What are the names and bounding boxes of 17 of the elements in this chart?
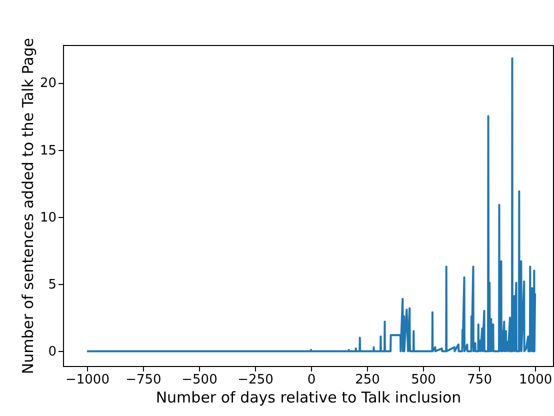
x-tick-label: 250 — [355, 372, 380, 388]
y-tick-label: 15 — [40, 143, 56, 158]
line-series — [86, 57, 536, 352]
y-tick-label: 10 — [40, 210, 56, 226]
y-tick-label: 0 — [48, 344, 56, 360]
y-tick-label: 5 — [48, 278, 56, 293]
x-tick-label: 500 — [411, 372, 436, 388]
y-tick-label: 20 — [40, 76, 56, 92]
y-axis-title: Number of sentences added to the Talk Page — [18, 38, 37, 374]
x-tick-label: −250 — [238, 372, 274, 388]
x-tick-label: 1000 — [519, 372, 552, 388]
x-axis-title: Number of days relative to Talk inclusion — [156, 388, 462, 406]
x-tick-label: −750 — [126, 372, 162, 388]
x-tick-label: 0 — [307, 372, 316, 388]
x-tick-label: 750 — [467, 372, 492, 388]
x-tick-label: −1000 — [65, 372, 110, 388]
x-tick-label: −500 — [182, 372, 218, 388]
